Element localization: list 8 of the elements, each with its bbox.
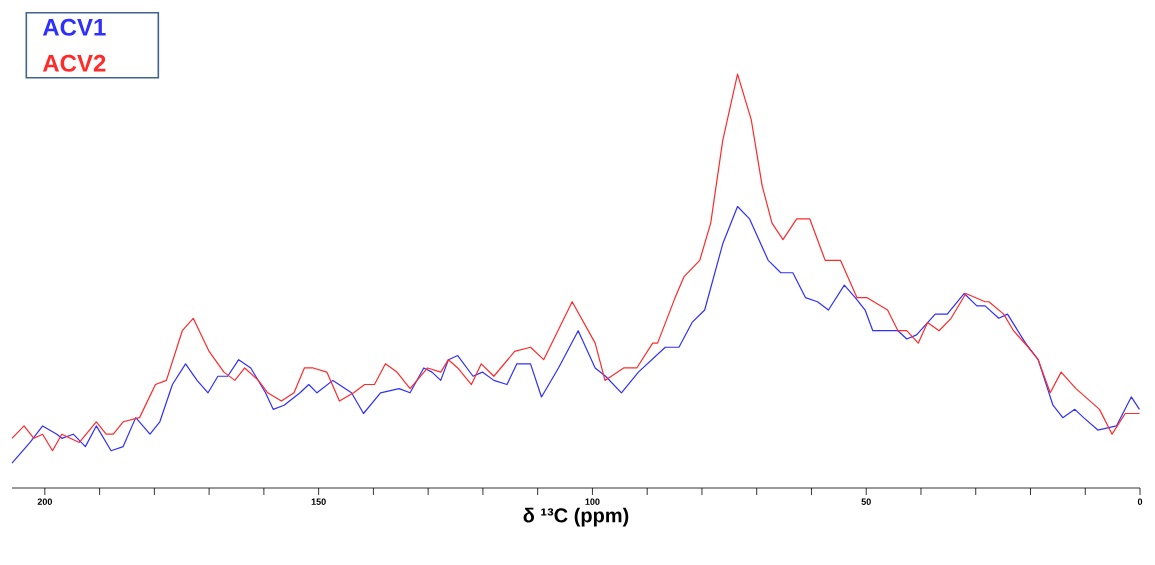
x-tick-label: 0: [1137, 498, 1143, 505]
x-tick-label: 100: [585, 498, 600, 505]
text: ACV2: [42, 54, 106, 72]
x-tick-label: 200: [37, 498, 52, 505]
x-tick-label: 50: [861, 498, 871, 505]
text: ACV1: [42, 18, 106, 36]
x-axis-title: δ ¹³C (ppm): [523, 507, 629, 527]
x-tick-label: 150: [311, 498, 326, 505]
